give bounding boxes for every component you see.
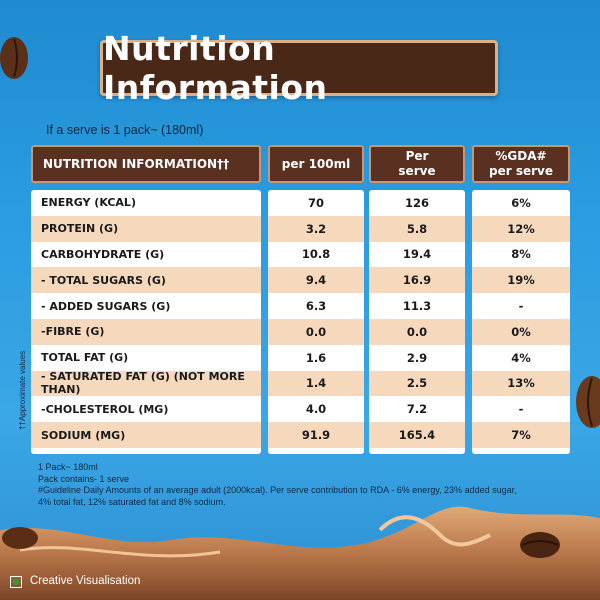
per-100ml-column: 70 3.2 10.8 9.4 6.3 0.0 1.6 1.4 4.0 91.9: [268, 190, 364, 454]
nutrient-label: -CHOLESTEROL (MG): [41, 402, 169, 416]
nutrient-label: -FIBRE (G): [31, 318, 261, 345]
gda-value: 4%: [511, 350, 531, 365]
nutrient-label-column: ENERGY (KCAL) PROTEIN (G) CARBOHYDRATE (…: [31, 190, 261, 454]
per-100ml-value: 9.4: [268, 267, 364, 294]
footnotes: 1 Pack~ 180ml Pack contains- 1 serve #Gu…: [38, 462, 578, 508]
footnote-line: Pack contains- 1 serve: [38, 473, 130, 484]
gda-column: 6% 12% 8% 19% - 0% 4% 13% - 7%: [472, 190, 570, 454]
per-serve-value: 11.3: [402, 299, 432, 314]
header-gda-line1: %GDA#: [495, 149, 547, 163]
gda-value: 13%: [472, 370, 570, 397]
header-gda-per-serve: %GDA# per serve: [472, 145, 570, 183]
per-100ml-value: 1.6: [305, 350, 327, 365]
nutrient-label: TOTAL FAT (G): [41, 351, 129, 365]
per-serve-value: 0.0: [369, 318, 465, 345]
gda-value: -: [518, 402, 524, 417]
header-per-serve: Per serve: [369, 145, 465, 183]
nutrient-label: CARBOHYDRATE (G): [41, 247, 165, 261]
coffee-bean-icon: [0, 37, 28, 79]
approximate-values-note: ††Approximate values: [18, 350, 27, 430]
coffee-bean-icon: [576, 376, 600, 428]
per-100ml-value: 3.2: [268, 215, 364, 242]
creative-visualisation-label: Creative Visualisation: [30, 575, 141, 587]
nutrient-label: - TOTAL SUGARS (G): [31, 267, 261, 294]
footnote-line: 1 Pack~ 180ml: [38, 462, 98, 472]
header-per-100ml: per 100ml: [268, 145, 364, 183]
per-serve-value: 2.5: [369, 370, 465, 397]
serve-note: If a serve is 1 pack~ (180ml): [46, 123, 204, 137]
per-serve-value: 165.4: [369, 422, 465, 448]
gda-value: 7%: [472, 422, 570, 448]
page-title: Nutrition Information: [103, 29, 328, 107]
header-per-serve-line2: serve: [398, 164, 436, 178]
per-100ml-value: 0.0: [268, 318, 364, 345]
nutrient-label: SODIUM (MG): [31, 422, 261, 448]
page-title-banner: Nutrition Information: [100, 29, 498, 107]
header-gda-line2: per serve: [489, 164, 553, 178]
per-serve-value: 19.4: [402, 247, 432, 262]
per-serve-value: 126: [404, 195, 429, 210]
nutrient-label: PROTEIN (G): [31, 215, 261, 242]
gda-value: 0%: [472, 318, 570, 345]
per-serve-column: 126 5.8 19.4 16.9 11.3 0.0 2.9 2.5 7.2 1…: [369, 190, 465, 454]
nutrient-label: - ADDED SUGARS (G): [41, 299, 171, 313]
gda-value: -: [518, 299, 524, 314]
per-100ml-value: 1.4: [268, 370, 364, 397]
per-serve-value: 5.8: [369, 215, 465, 242]
nutrient-label: - SATURATED FAT (G) (NOT MORE THAN): [31, 370, 261, 396]
gda-value: 8%: [511, 247, 531, 262]
per-100ml-value: 10.8: [301, 247, 331, 262]
header-nutrition-information: NUTRITION INFORMATION††: [31, 145, 261, 183]
per-100ml-value: 91.9: [268, 422, 364, 448]
gda-value: 12%: [472, 215, 570, 242]
per-100ml-value: 6.3: [305, 299, 327, 314]
per-serve-value: 7.2: [406, 402, 428, 417]
per-serve-value: 2.9: [406, 350, 428, 365]
header-per-serve-line1: Per: [405, 149, 429, 163]
per-100ml-value: 4.0: [305, 402, 327, 417]
per-serve-value: 16.9: [369, 267, 465, 294]
per-100ml-value: 70: [307, 195, 324, 210]
nutrient-label: ENERGY (KCAL): [41, 196, 136, 210]
veg-symbol-icon: [10, 576, 22, 588]
gda-value: 6%: [511, 195, 531, 210]
gda-value: 19%: [472, 267, 570, 294]
footnote-line: 4% total fat, 12% saturated fat and 8% s…: [38, 496, 226, 507]
coffee-splash-illustration: [0, 506, 600, 600]
footnote-line: #Guideline Daily Amounts of an average a…: [38, 485, 517, 495]
